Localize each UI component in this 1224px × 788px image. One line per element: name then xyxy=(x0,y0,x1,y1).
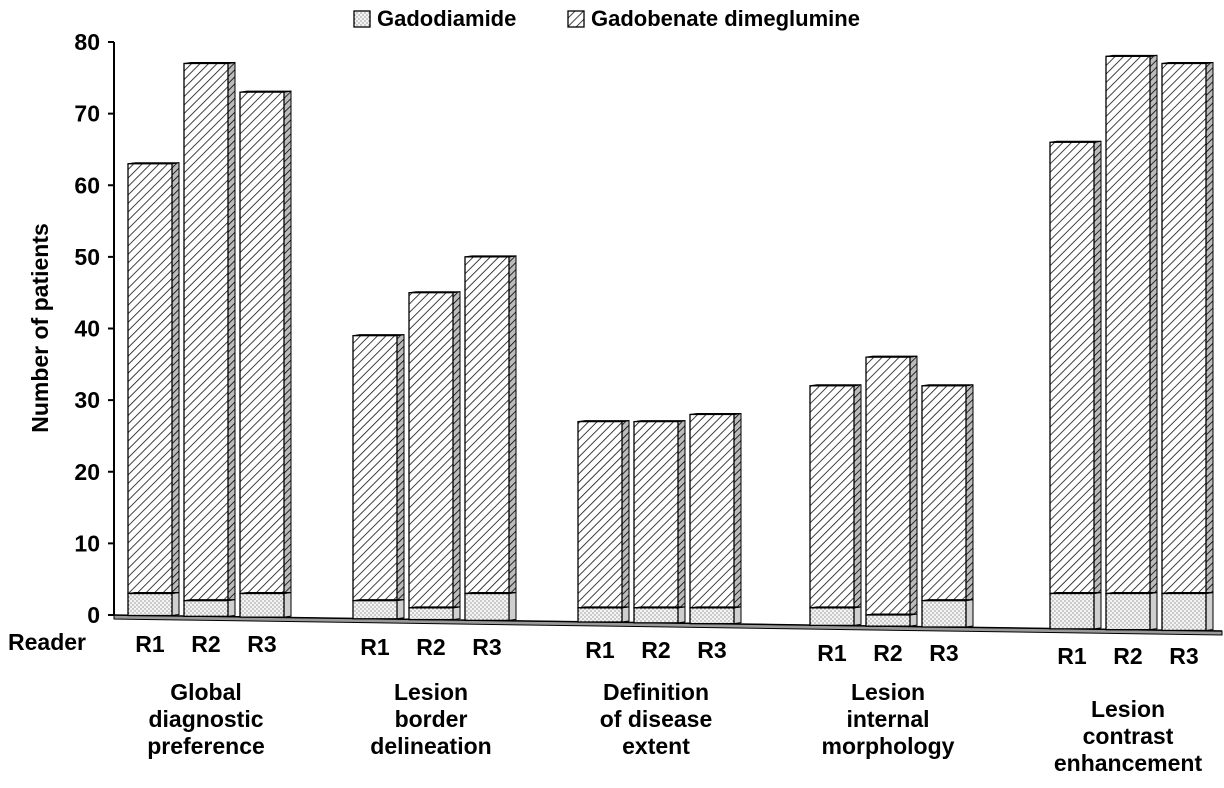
group-label-line: Lesion xyxy=(851,679,925,705)
y-axis-title: Number of patients xyxy=(27,223,53,433)
legend-swatch-gadobenate xyxy=(567,10,585,28)
group-label-line: extent xyxy=(622,733,690,759)
y-axis-ticks: 0 10 20 30 40 50 60 70 80 xyxy=(74,29,114,628)
bar-gadobenate xyxy=(689,412,742,609)
reader-tick-label: R2 xyxy=(873,640,902,666)
bar-gadodiamide xyxy=(239,591,292,618)
bar-gadobenate xyxy=(809,384,862,609)
bar-gadodiamide xyxy=(809,606,862,627)
y-tick-label: 30 xyxy=(74,387,100,413)
group-label-line: diagnostic xyxy=(148,706,263,732)
bar-gadodiamide xyxy=(577,606,630,623)
bar-gadobenate xyxy=(352,334,405,602)
reader-tick-label: R1 xyxy=(1057,643,1087,669)
group-label-line: morphology xyxy=(822,733,955,759)
bar-gadodiamide xyxy=(689,606,742,625)
group-label-line: of disease xyxy=(600,706,713,732)
reader-label: Reader xyxy=(8,629,86,655)
group-label-line: Definition xyxy=(603,679,709,705)
bar-gadobenate xyxy=(239,90,292,595)
group-label-line: enhancement xyxy=(1054,750,1203,776)
bar-gadobenate xyxy=(921,384,974,602)
reader-tick-label: R2 xyxy=(641,637,670,663)
bar-gadodiamide xyxy=(127,591,180,617)
group-label-line: delineation xyxy=(370,733,491,759)
reader-tick-label: R3 xyxy=(929,640,958,666)
group-label-line: internal xyxy=(846,706,929,732)
reader-tick-label: R2 xyxy=(416,634,445,660)
reader-tick-label: R1 xyxy=(360,634,390,660)
bar-gadodiamide xyxy=(408,606,461,621)
bar-gadobenate xyxy=(127,162,180,595)
reader-tick-label: R1 xyxy=(585,637,615,663)
reader-tick-label: R3 xyxy=(697,637,726,663)
group-label-line: border xyxy=(395,706,468,732)
bars xyxy=(127,54,1214,632)
legend-label-gadobenate: Gadobenate dimeglumine xyxy=(591,6,860,31)
bar-gadobenate xyxy=(183,61,236,602)
y-tick-label: 50 xyxy=(74,244,100,270)
group-label-line: Lesion xyxy=(394,679,468,705)
y-tick-label: 0 xyxy=(87,602,100,628)
y-tick-label: 20 xyxy=(74,459,100,485)
bar-gadodiamide xyxy=(352,599,405,620)
bar-gadobenate xyxy=(865,355,918,616)
bar-gadobenate xyxy=(1105,54,1158,595)
reader-tick-label: R3 xyxy=(472,634,501,660)
reader-tick-label: R3 xyxy=(1169,643,1198,669)
reader-tick-label: R2 xyxy=(1113,643,1142,669)
group-label-line: Global xyxy=(170,679,242,705)
bar-gadodiamide xyxy=(921,599,974,628)
y-tick-label: 40 xyxy=(74,316,100,342)
legend-swatch-gadodiamide xyxy=(353,10,371,28)
reader-tick-label: R1 xyxy=(135,631,165,657)
y-tick-label: 60 xyxy=(74,172,100,198)
bar-gadobenate xyxy=(633,420,686,609)
reader-tick-label: R3 xyxy=(247,631,276,657)
legend: Gadodiamide Gadobenate dimeglumine xyxy=(353,6,860,31)
group-label-line: contrast xyxy=(1083,723,1174,749)
reader-tick-label: R1 xyxy=(817,640,847,666)
y-axis: 0 10 20 30 40 50 60 70 80 Number of patients xyxy=(27,29,115,628)
bar-gadodiamide xyxy=(183,599,236,617)
bar-gadobenate xyxy=(1049,140,1102,595)
bar-gadobenate xyxy=(1161,61,1214,595)
bar-gadodiamide xyxy=(1105,591,1158,631)
legend-label-gadodiamide: Gadodiamide xyxy=(377,6,516,31)
y-tick-label: 70 xyxy=(74,101,100,127)
bar-gadobenate xyxy=(577,420,630,609)
bar-gadodiamide xyxy=(633,606,686,624)
bar-gadodiamide xyxy=(464,591,517,622)
reader-tick-label: R2 xyxy=(191,631,220,657)
bar-gadodiamide xyxy=(1161,591,1214,632)
bar-gadobenate xyxy=(464,255,517,595)
bar-gadodiamide xyxy=(1049,591,1102,630)
y-tick-label: 10 xyxy=(74,530,100,556)
bar-gadodiamide xyxy=(865,613,918,627)
group-label-line: Lesion xyxy=(1091,696,1165,722)
bar-gadobenate xyxy=(408,291,461,609)
group-label-line: preference xyxy=(147,733,265,759)
y-tick-label: 80 xyxy=(74,29,100,55)
